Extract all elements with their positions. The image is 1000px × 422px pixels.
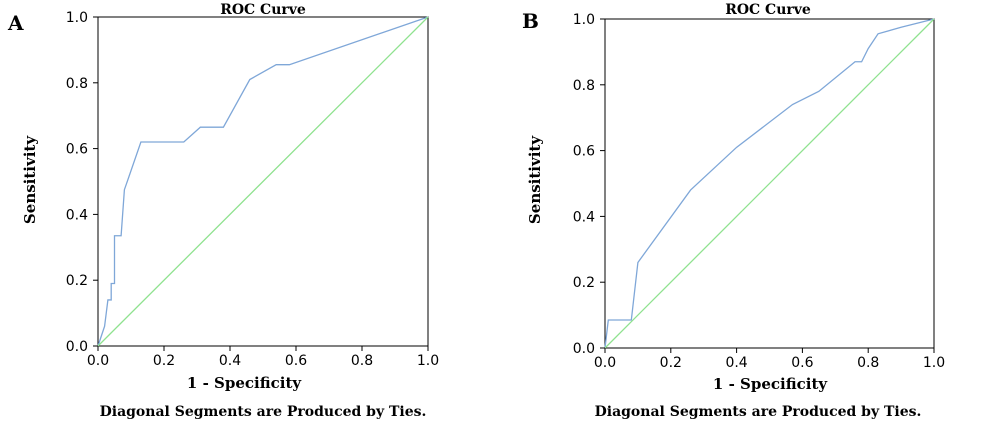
plot-area: 0.0 0.2 0.4 0.6 0.8 1.0 0.0 0.2 0.4 0.6 0.8 1.0 bbox=[66, 10, 439, 369]
plot-area: 0.0 0.2 0.4 0.6 0.8 1.0 0.0 0.2 0.4 0.6 0.8 1.0 bbox=[573, 12, 945, 371]
x-tick-label: 0.6 bbox=[791, 355, 813, 371]
reference-diagonal-line bbox=[97, 16, 429, 347]
y-tick-label: 0.0 bbox=[66, 339, 88, 355]
panel-letter: B bbox=[522, 9, 539, 33]
y-tick-label: 0.4 bbox=[66, 207, 88, 223]
y-tick-label: 0.6 bbox=[66, 142, 88, 158]
x-tick-label: 1.0 bbox=[923, 355, 945, 371]
roc-panel-a: A ROC Curve 0.0 0.2 0.4 0.6 0.8 1.0 0.0 0.2 0.4 0… bbox=[7, 2, 439, 420]
y-tick-label: 1.0 bbox=[66, 10, 88, 26]
x-tick-label: 0.2 bbox=[153, 353, 175, 369]
x-tick-label: 0.0 bbox=[87, 353, 109, 369]
panel-letter: A bbox=[7, 11, 24, 35]
plot-frame bbox=[97, 16, 429, 347]
x-tick-label: 0.0 bbox=[594, 355, 616, 371]
y-axis-label: Sensitivity bbox=[21, 135, 39, 224]
x-axis-label: 1 - Specificity bbox=[187, 374, 302, 392]
chart-title: ROC Curve bbox=[220, 2, 306, 18]
roc-curve-line bbox=[97, 16, 429, 347]
roc-chart-b: B ROC Curve 0.0 0.2 0.4 0.6 0.8 1.00.00.20.40… bbox=[522, 2, 945, 420]
plot-frame bbox=[604, 18, 935, 349]
roc-panel-b: B ROC Curve 0.0 0.2 0.4 0.6 0.8 1.0 0.0 0.2 0.4 0… bbox=[500, 0, 1000, 422]
footnote: Diagonal Segments are Produced by Ties. bbox=[100, 404, 427, 420]
y-tick-label: 0.2 bbox=[66, 273, 88, 289]
y-tick-label: 1.0 bbox=[573, 12, 595, 28]
x-tick-label: 0.6 bbox=[285, 353, 307, 369]
reference-diagonal-line bbox=[604, 18, 935, 349]
x-tick-label: 0.8 bbox=[857, 355, 879, 371]
y-tick-label: 0.2 bbox=[573, 275, 595, 291]
y-tick-label: 0.4 bbox=[573, 209, 595, 225]
x-tick-label: 0.4 bbox=[725, 355, 747, 371]
y-tick-label: 0.8 bbox=[66, 76, 88, 92]
x-tick-label: 0.8 bbox=[351, 353, 373, 369]
y-axis-label: Sensitivity bbox=[526, 135, 544, 224]
footnote: Diagonal Segments are Produced by Ties. bbox=[595, 404, 922, 420]
chart-title: ROC Curve bbox=[725, 2, 811, 18]
x-tick-label: 1.0 bbox=[417, 353, 439, 369]
roc-chart-a: A ROC Curve 0.0 0.2 0.4 0.6 0.8 1.00.00.20.40… bbox=[7, 2, 439, 420]
x-tick-label: 0.4 bbox=[219, 353, 241, 369]
x-axis-label: 1 - Specificity bbox=[713, 375, 828, 393]
y-tick-label: 0.0 bbox=[573, 341, 595, 357]
roc-curve-line bbox=[604, 18, 935, 349]
x-tick-label: 0.2 bbox=[660, 355, 682, 371]
y-tick-label: 0.6 bbox=[573, 144, 595, 160]
y-tick-label: 0.8 bbox=[573, 78, 595, 94]
